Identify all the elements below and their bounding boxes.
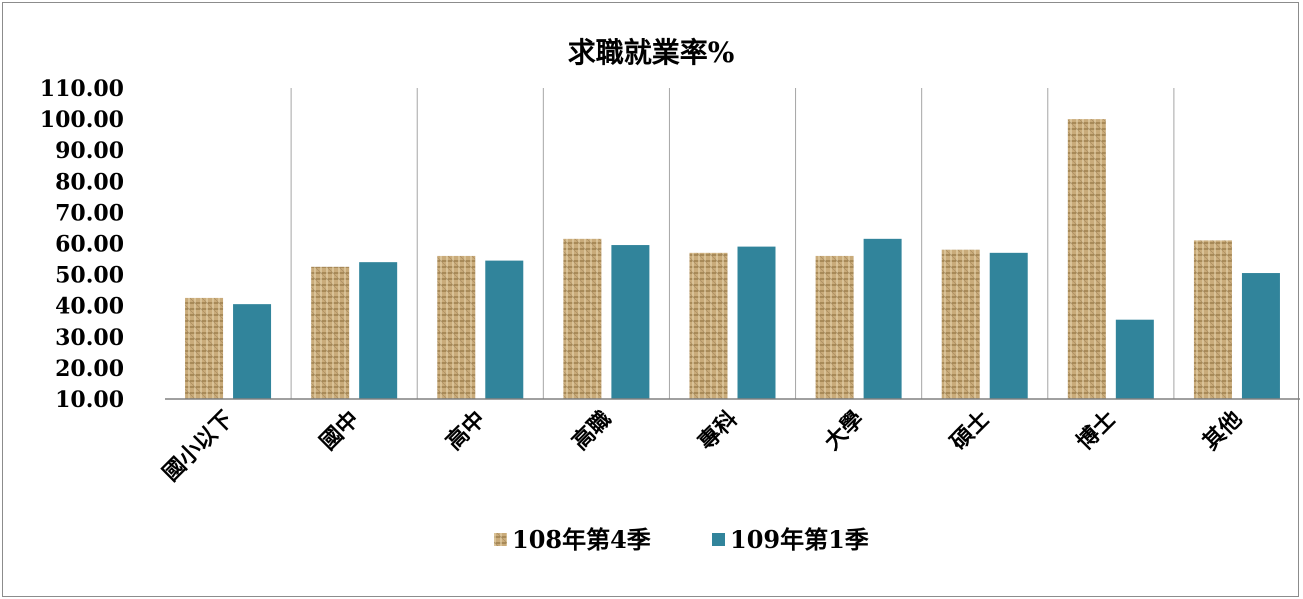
legend-label-109q1: 109年第1季 bbox=[730, 525, 869, 554]
x-tick-label: 高中 bbox=[441, 406, 491, 456]
y-axis-ticks: 10.00 20.00 30.00 40.00 50.00 60.00 70.00 80.00… bbox=[40, 76, 124, 413]
y-tick-label: 40.00 bbox=[55, 294, 124, 320]
bar-109q1 bbox=[233, 304, 272, 399]
legend-label-108q4: 108年第4季 bbox=[512, 525, 651, 554]
bar-108q4 bbox=[185, 297, 224, 399]
bar-109q1 bbox=[737, 246, 776, 399]
y-tick-label: 10.00 bbox=[55, 387, 124, 413]
x-tick-label: 其他 bbox=[1198, 406, 1248, 456]
x-tick-label: 高職 bbox=[567, 406, 617, 456]
y-tick-label: 80.00 bbox=[55, 169, 124, 195]
bar-109q1 bbox=[1241, 273, 1280, 399]
grid-lines bbox=[290, 88, 1175, 399]
bar-108q4 bbox=[563, 238, 602, 399]
bar-109q1 bbox=[611, 245, 650, 399]
bar-108q4 bbox=[815, 255, 854, 399]
x-tick-label: 大學 bbox=[819, 406, 869, 456]
legend: 108年第4季 109年第1季 bbox=[494, 525, 869, 554]
x-tick-label: 碩士 bbox=[945, 406, 995, 456]
bar-109q1 bbox=[989, 252, 1028, 399]
y-tick-label: 90.00 bbox=[55, 138, 124, 164]
bar-108q4 bbox=[689, 252, 728, 399]
bar-108q4 bbox=[941, 249, 980, 399]
x-tick-label: 博士 bbox=[1072, 406, 1122, 456]
y-tick-label: 30.00 bbox=[55, 325, 124, 351]
bar-109q1 bbox=[359, 262, 398, 399]
y-tick-label: 20.00 bbox=[55, 356, 124, 382]
bar-108q4 bbox=[311, 266, 350, 399]
bar-108q4 bbox=[437, 255, 476, 399]
y-tick-label: 110.00 bbox=[40, 76, 124, 102]
bar-109q1 bbox=[485, 260, 524, 399]
x-tick-label: 國中 bbox=[315, 406, 365, 456]
bar-108q4 bbox=[1067, 119, 1106, 399]
y-tick-label: 70.00 bbox=[55, 200, 124, 226]
bar-109q1 bbox=[863, 238, 902, 399]
y-tick-label: 50.00 bbox=[55, 263, 124, 289]
y-tick-label: 60.00 bbox=[55, 232, 124, 258]
legend-swatch-108q4 bbox=[494, 533, 507, 546]
x-tick-label: 專科 bbox=[693, 406, 743, 456]
bars bbox=[185, 119, 1280, 399]
bar-109q1 bbox=[1115, 319, 1154, 399]
chart-title: 求職就業率% bbox=[568, 36, 735, 69]
x-axis-ticks: 國小以下 國中 高中 高職 專科 大學 碩士 博士 其他 bbox=[158, 406, 1248, 487]
legend-swatch-109q1 bbox=[712, 533, 725, 546]
x-tick-label: 國小以下 bbox=[158, 406, 239, 487]
bar-108q4 bbox=[1193, 240, 1232, 399]
y-tick-label: 100.00 bbox=[40, 107, 124, 133]
